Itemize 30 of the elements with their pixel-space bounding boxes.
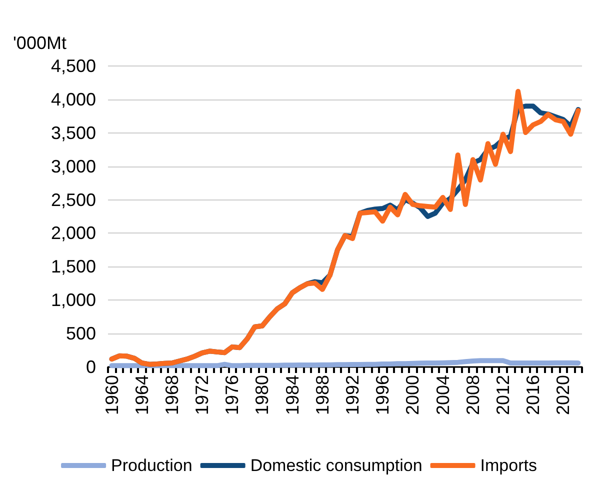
x-tick-label: 1988 <box>312 375 332 416</box>
x-tick-label: 1980 <box>252 375 272 416</box>
y-tick-label: 2,000 <box>50 223 96 244</box>
x-tick-label: 2016 <box>523 375 544 416</box>
x-tick-label: 1964 <box>132 375 152 416</box>
x-tick-label: 1992 <box>342 375 363 416</box>
x-tick-label: 1972 <box>192 375 212 416</box>
x-tick-label: 2012 <box>493 375 513 416</box>
y-tick-label: 2,500 <box>50 190 96 210</box>
x-tick-label: 2004 <box>432 375 453 416</box>
legend-label: Domestic consumption <box>250 456 422 475</box>
x-tick-label: 1976 <box>222 375 242 416</box>
x-tick-label: 2000 <box>402 375 423 416</box>
x-tick-label: 1984 <box>282 375 302 416</box>
y-tick-label: 4,000 <box>50 89 96 110</box>
legend-label: Imports <box>480 456 537 475</box>
x-tick-label: 1968 <box>162 375 182 416</box>
legend-label: Production <box>111 456 192 475</box>
y-axis-title: '000Mt <box>13 33 66 53</box>
y-tick-label: 1,000 <box>50 290 96 310</box>
y-tick-label: 1,500 <box>50 256 96 277</box>
y-tick-label: 3,000 <box>50 156 96 176</box>
y-tick-label: 3,500 <box>50 122 96 143</box>
y-tick-label: 0 <box>86 357 96 377</box>
x-tick-label: 1960 <box>102 375 122 416</box>
y-tick-label: 4,500 <box>50 56 96 76</box>
x-tick-label: 2008 <box>462 375 483 416</box>
y-tick-label: 500 <box>66 324 96 344</box>
x-tick-label: 1996 <box>372 375 393 416</box>
x-tick-label: 2020 <box>553 375 574 416</box>
